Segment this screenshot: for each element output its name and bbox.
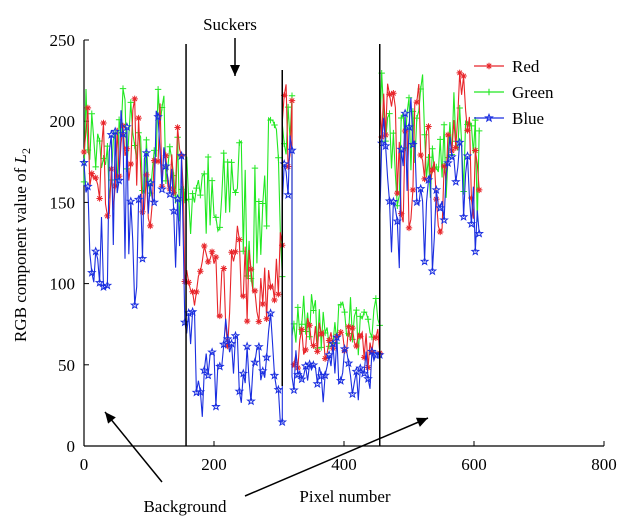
legend-marker-red	[485, 62, 493, 70]
y-axis-label-subscript: 2	[19, 148, 33, 154]
annotation-top: Suckers	[203, 15, 257, 34]
legend-label-red: Red	[512, 57, 540, 76]
y-tick-label: 50	[58, 356, 75, 375]
x-tick-label: 200	[201, 455, 227, 474]
legend: Red Green Blue	[474, 57, 554, 128]
legend-label-green: Green	[512, 83, 554, 102]
axes: 0 200 400 600 800 0 50 100 150 200 250	[50, 31, 617, 474]
x-tick-label: 600	[461, 455, 487, 474]
background-arrow-left-shaft	[104, 411, 163, 483]
y-tick-label: 250	[50, 31, 76, 50]
x-axis-label: Pixel number	[299, 487, 390, 506]
legend-marker-blue	[484, 112, 494, 123]
background-arrow-left-head	[105, 412, 116, 424]
y-tick-label: 0	[67, 437, 76, 456]
y-tick-label: 150	[50, 193, 76, 212]
legend-label-blue: Blue	[512, 109, 544, 128]
y-tick-label: 200	[50, 112, 76, 131]
x-tick-label: 800	[591, 455, 617, 474]
annotation-bottom: Background	[143, 497, 227, 516]
y-axis-label-symbol: L	[11, 154, 30, 164]
y-axis-label: RGB component value of L2	[11, 148, 33, 342]
overlay	[104, 38, 429, 497]
background-arrow-right-head	[415, 417, 428, 427]
x-tick-label: 0	[80, 455, 89, 474]
y-tick-label: 100	[50, 275, 76, 294]
y-axis-label-prefix: RGB component value of	[11, 164, 30, 342]
background-arrow-right-shaft	[244, 417, 429, 497]
suckers-arrow-head	[230, 65, 240, 76]
legend-marker-green	[485, 88, 493, 96]
series-markers-blue	[79, 108, 484, 427]
x-tick-label: 400	[331, 455, 357, 474]
